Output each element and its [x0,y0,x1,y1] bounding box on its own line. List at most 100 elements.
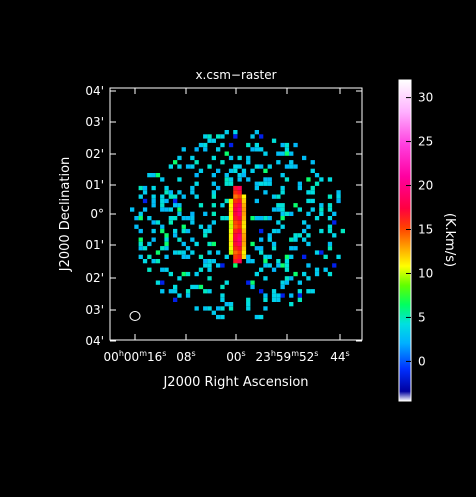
y-tick-labels: 04' 03' 02' 01' 0° 01' 02' 03' 04' [85,84,104,348]
map-pixel [284,151,290,156]
map-pixel [173,228,178,234]
map-pixel [241,207,247,212]
map-pixel [177,155,182,161]
map-pixel [147,267,152,272]
map-pixel [310,198,315,204]
map-pixel [237,203,242,208]
map-pixel [220,314,225,320]
map-pixel [310,160,315,165]
map-pixel [190,190,195,195]
map-pixel [271,246,277,251]
map-pixel [233,194,238,199]
map-pixel [211,310,216,315]
map-pixel [246,259,251,264]
map-pixel [233,220,238,225]
map-pixel [263,259,268,264]
map-pixel [224,181,229,186]
map-pixel [263,263,268,268]
map-pixel [216,250,221,255]
map-pixel [276,207,281,212]
map-pixel [241,220,247,225]
map-pixel [237,216,242,221]
map-pixel [207,289,212,294]
map-pixel [224,216,229,221]
map-pixel [237,254,242,259]
map-pixel [198,254,204,259]
map-pixel [332,220,337,225]
x-tick-label: 00s [226,349,245,364]
map-pixel [207,276,212,281]
map-pixel [306,233,311,238]
map-pixel [203,306,208,311]
map-pixel [177,211,182,216]
map-pixel [211,241,216,247]
map-pixel [259,216,264,221]
map-pixel [228,203,234,208]
map-pixel [142,207,148,212]
map-pixel [220,142,225,148]
map-pixel [263,151,268,156]
map-pixel [228,168,234,173]
map-pixel [332,263,337,268]
map-pixel [138,254,143,259]
map-pixel [233,233,238,238]
map-pixel [254,216,259,221]
map-pixel [271,293,277,298]
map-pixel [310,207,315,212]
map-pixel [237,198,242,204]
map-pixel [216,306,221,311]
map-pixel [306,224,311,229]
map-pixel [263,216,268,221]
map-pixel [181,194,186,199]
map-pixel [319,250,324,255]
map-pixel [259,246,264,251]
map-pixel [203,228,208,234]
map-pixel [254,130,259,135]
map-pixel [198,168,204,173]
map-pixel [138,237,143,242]
map-pixel [284,254,290,259]
map-pixel [190,237,195,242]
map-pixel [198,224,204,229]
map-pixel [271,241,277,247]
map-pixel [246,280,251,285]
map-pixel [237,241,242,247]
map-pixel [147,173,152,178]
map-pixel [289,246,294,251]
map-pixel [276,228,281,234]
map-pixel [280,284,285,290]
map-pixel [185,246,191,251]
map-pixel [138,211,143,216]
map-pixel [160,203,165,208]
map-pixel [151,194,156,199]
map-pixel [173,289,178,294]
map-pixel [228,237,234,242]
map-pixel [211,220,216,225]
map-pixel [336,254,341,259]
map-pixel [164,233,169,238]
map-pixel [263,297,268,302]
map-pixel [198,142,204,148]
map-pixel [246,306,251,311]
map-pixel [241,254,247,259]
map-pixel [160,207,165,212]
map-pixel [220,306,225,311]
map-pixel [319,207,324,212]
map-pixel [327,241,333,247]
map-pixel [228,155,234,161]
map-pixel [173,250,178,255]
map-pixel [142,185,148,191]
map-pixel [250,216,255,221]
map-pixel [142,198,148,204]
map-pixel [228,211,234,216]
map-pixel [267,181,272,186]
map-pixel [160,267,165,272]
y-tick-label: 0° [90,207,104,221]
map-pixel [259,181,264,186]
map-pixel [306,276,311,281]
map-pixel [254,271,259,277]
map-pixel [280,203,285,208]
beam-ellipse [129,311,141,321]
map-pixel [237,207,242,212]
